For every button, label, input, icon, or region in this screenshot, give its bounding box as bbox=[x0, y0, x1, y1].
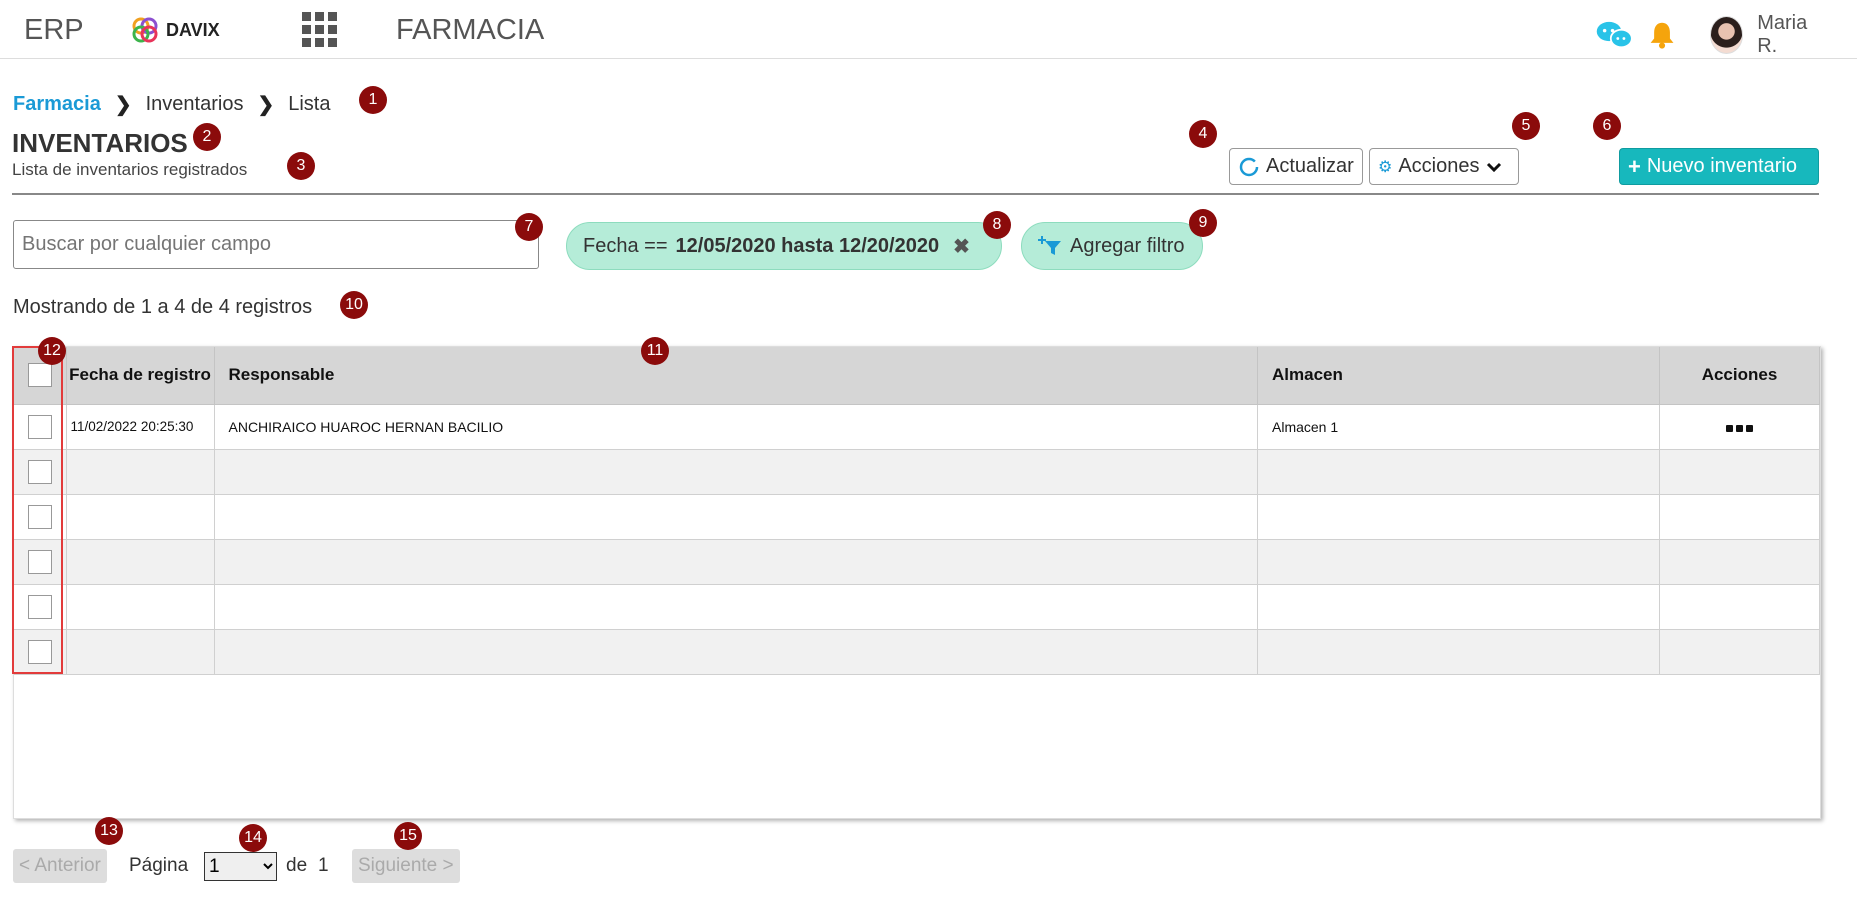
gears-icon: ⚙ bbox=[1378, 158, 1393, 176]
table-row bbox=[14, 539, 1820, 585]
annotation-badge: 4 bbox=[1189, 120, 1217, 148]
annotation-badge: 3 bbox=[287, 152, 315, 180]
cell-almacen: Almacen 1 bbox=[1257, 404, 1660, 450]
annotation-badge: 11 bbox=[641, 337, 669, 365]
row-checkbox[interactable] bbox=[27, 639, 52, 664]
page-label: Página bbox=[129, 855, 189, 876]
divider bbox=[12, 193, 1819, 195]
apps-grid-icon[interactable] bbox=[302, 12, 337, 47]
close-icon[interactable]: ✖ bbox=[953, 235, 970, 258]
chat-icon[interactable] bbox=[1595, 17, 1634, 53]
refresh-button[interactable]: Actualizar bbox=[1229, 148, 1363, 185]
filter-value: 12/05/2020 hasta 12/20/2020 bbox=[675, 234, 940, 257]
more-actions-icon[interactable] bbox=[1726, 424, 1753, 432]
records-count: Mostrando de 1 a 4 de 4 registros bbox=[13, 296, 313, 318]
row-checkbox[interactable] bbox=[27, 504, 52, 529]
column-acciones: Acciones bbox=[1659, 347, 1820, 405]
annotation-badge: 10 bbox=[340, 291, 368, 319]
brand-logo[interactable]: DAVIX bbox=[130, 15, 220, 45]
of-label: de bbox=[286, 855, 308, 876]
new-inventory-label: Nuevo inventario bbox=[1646, 155, 1797, 177]
row-checkbox[interactable] bbox=[27, 459, 52, 484]
column-responsable[interactable]: Responsable bbox=[214, 347, 1258, 405]
cell-fecha: 11/02/2022 20:25:30 bbox=[66, 404, 215, 450]
user-area[interactable]: Maria R. bbox=[1595, 12, 1857, 58]
chevron-right-icon: ❯ bbox=[257, 94, 275, 116]
annotation-badge: 6 bbox=[1593, 112, 1621, 140]
breadcrumb-lista: Lista bbox=[288, 93, 331, 115]
add-filter-label: Agregar filtro bbox=[1070, 234, 1185, 257]
table-row bbox=[14, 629, 1820, 675]
annotation-badge: 13 bbox=[95, 817, 123, 845]
brand-name: DAVIX bbox=[166, 19, 220, 40]
chevron-down-icon bbox=[1486, 162, 1501, 172]
prev-page-button[interactable]: < Anterior bbox=[13, 849, 107, 883]
filter-add-icon bbox=[1038, 236, 1061, 255]
breadcrumb: Farmacia ❯ Inventarios ❯ Lista bbox=[13, 92, 330, 117]
checkbox-column-highlight bbox=[12, 346, 63, 674]
breadcrumb-inventarios[interactable]: Inventarios bbox=[145, 93, 244, 115]
annotation-badge: 15 bbox=[394, 822, 422, 850]
filter-prefix: Fecha == bbox=[583, 234, 668, 257]
breadcrumb-farmacia[interactable]: Farmacia bbox=[13, 93, 101, 115]
top-bar bbox=[0, 0, 1857, 59]
bell-icon[interactable] bbox=[1648, 18, 1676, 52]
annotation-badge: 5 bbox=[1512, 112, 1540, 140]
row-checkbox[interactable] bbox=[27, 549, 52, 574]
date-filter-chip[interactable]: Fecha == 12/05/2020 hasta 12/20/2020 ✖ bbox=[566, 222, 1002, 270]
add-filter-button[interactable]: Agregar filtro bbox=[1021, 222, 1203, 270]
search-input[interactable] bbox=[13, 220, 539, 269]
page-title: INVENTARIOS bbox=[12, 128, 188, 158]
annotation-badge: 14 bbox=[239, 824, 267, 852]
cell-responsable: ANCHIRAICO HUAROC HERNAN BACILIO bbox=[214, 404, 1258, 450]
new-inventory-button[interactable]: + Nuevo inventario bbox=[1619, 148, 1819, 185]
module-name: FARMACIA bbox=[396, 14, 545, 46]
inventory-table: Fecha de registro Responsable Almacen Ac… bbox=[13, 346, 1821, 819]
annotation-badge: 2 bbox=[193, 123, 221, 151]
davix-logo-icon bbox=[132, 17, 158, 43]
chevron-right-icon: ❯ bbox=[114, 94, 132, 116]
refresh-icon bbox=[1239, 157, 1259, 176]
annotation-badge: 12 bbox=[38, 337, 66, 365]
avatar[interactable] bbox=[1709, 16, 1744, 54]
page-subtitle: Lista de inventarios registrados bbox=[12, 160, 248, 179]
app-name: ERP bbox=[24, 14, 84, 46]
next-page-button[interactable]: Siguiente > bbox=[352, 849, 460, 883]
table-row bbox=[14, 494, 1820, 540]
table-row bbox=[14, 449, 1820, 495]
actions-label: Acciones bbox=[1398, 155, 1480, 177]
row-checkbox[interactable] bbox=[27, 594, 52, 619]
select-all-checkbox[interactable] bbox=[27, 363, 52, 388]
actions-dropdown[interactable]: ⚙ Acciones bbox=[1369, 148, 1519, 185]
refresh-label: Actualizar bbox=[1266, 155, 1354, 177]
total-pages: 1 bbox=[318, 855, 329, 876]
annotation-badge: 9 bbox=[1189, 209, 1217, 237]
table-row[interactable]: 11/02/2022 20:25:30 ANCHIRAICO HUAROC HE… bbox=[14, 404, 1820, 450]
column-fecha[interactable]: Fecha de registro bbox=[66, 347, 215, 405]
column-almacen[interactable]: Almacen bbox=[1257, 347, 1660, 405]
page-select[interactable]: 1 bbox=[204, 852, 277, 881]
table-row bbox=[14, 584, 1820, 630]
row-checkbox[interactable] bbox=[27, 414, 52, 439]
annotation-badge: 8 bbox=[983, 211, 1011, 239]
user-name[interactable]: Maria R. bbox=[1757, 12, 1808, 57]
annotation-badge: 1 bbox=[359, 86, 387, 114]
plus-icon: + bbox=[1628, 153, 1641, 179]
annotation-badge: 7 bbox=[515, 213, 543, 241]
